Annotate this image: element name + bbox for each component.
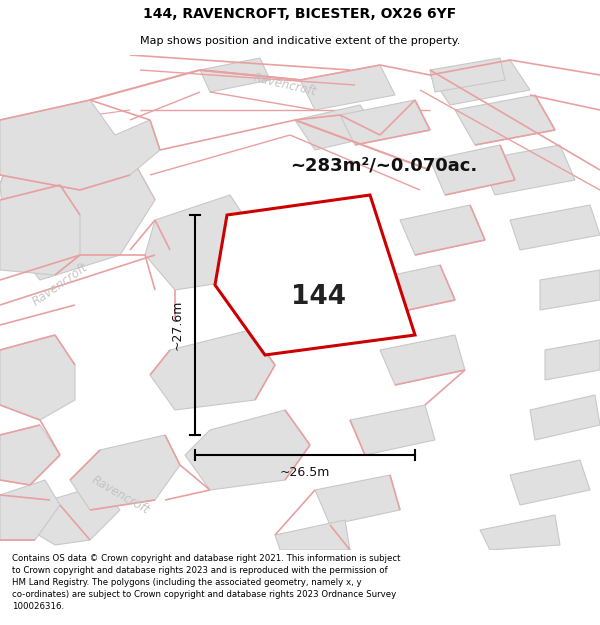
Polygon shape (380, 335, 465, 385)
Polygon shape (145, 195, 260, 290)
Polygon shape (0, 335, 75, 420)
Polygon shape (185, 410, 310, 490)
Polygon shape (300, 65, 395, 110)
Polygon shape (480, 515, 560, 550)
Polygon shape (0, 425, 60, 485)
Polygon shape (430, 60, 530, 105)
Text: ~26.5m: ~26.5m (280, 466, 330, 479)
Polygon shape (275, 520, 350, 550)
Polygon shape (455, 95, 555, 145)
Polygon shape (370, 265, 455, 315)
Polygon shape (350, 405, 435, 455)
Polygon shape (150, 330, 275, 410)
Text: Ravencroft: Ravencroft (30, 261, 90, 309)
Text: ~283m²/~0.070ac.: ~283m²/~0.070ac. (290, 156, 477, 174)
Polygon shape (315, 475, 400, 525)
Text: 144: 144 (291, 284, 346, 310)
Polygon shape (0, 100, 160, 190)
Polygon shape (430, 145, 515, 195)
Polygon shape (0, 480, 60, 540)
Polygon shape (0, 110, 155, 280)
Text: Ravencroft: Ravencroft (89, 473, 151, 517)
Polygon shape (430, 58, 505, 92)
Polygon shape (0, 185, 80, 275)
Text: Ravencroft: Ravencroft (252, 71, 318, 99)
Polygon shape (215, 195, 415, 355)
Polygon shape (30, 485, 120, 545)
Polygon shape (295, 105, 380, 150)
Polygon shape (510, 460, 590, 505)
Text: Map shows position and indicative extent of the property.: Map shows position and indicative extent… (140, 36, 460, 46)
Polygon shape (340, 100, 430, 145)
Polygon shape (400, 205, 485, 255)
Polygon shape (540, 270, 600, 310)
Text: Contains OS data © Crown copyright and database right 2021. This information is : Contains OS data © Crown copyright and d… (12, 554, 401, 611)
Polygon shape (530, 395, 600, 440)
Polygon shape (200, 58, 270, 92)
Text: 144, RAVENCROFT, BICESTER, OX26 6YF: 144, RAVENCROFT, BICESTER, OX26 6YF (143, 7, 457, 21)
Polygon shape (70, 435, 180, 510)
Polygon shape (510, 205, 600, 250)
Text: ~27.6m: ~27.6m (170, 300, 184, 350)
Polygon shape (545, 340, 600, 380)
Polygon shape (480, 145, 575, 195)
